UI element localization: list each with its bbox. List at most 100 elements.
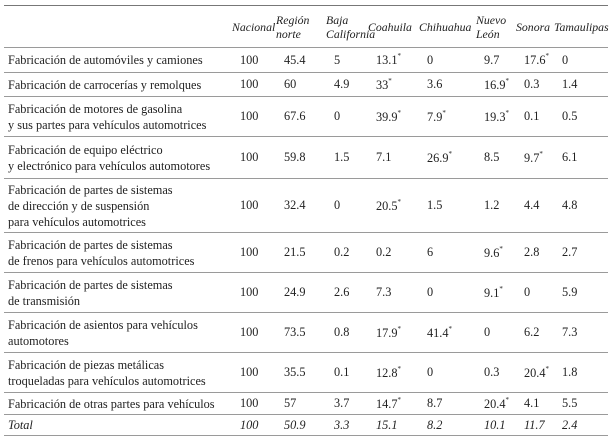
note-marker: *: [397, 364, 402, 373]
column-header-text: Baja: [326, 12, 349, 27]
value-text: 8.7: [427, 396, 443, 410]
note-marker: *: [545, 52, 550, 60]
table-row: Fabricación de piezas metálicas troquelad…: [4, 352, 608, 393]
note-marker: *: [397, 52, 402, 60]
table-row: Fabricación de automóviles y camiones 100…: [4, 47, 608, 73]
note-marker: *: [397, 197, 402, 206]
value-text: 2.6: [334, 285, 350, 299]
row-label: Fabricación de automóviles y camiones: [4, 47, 228, 73]
value-cell: 100: [228, 136, 272, 179]
value-text: 20.4: [484, 396, 506, 411]
value-text: 33: [376, 77, 389, 92]
row-label: Total: [4, 414, 228, 436]
column-header: Baja California: [322, 5, 375, 48]
note-marker-wrap: *: [546, 365, 550, 373]
value-cell: 1.4: [550, 72, 608, 97]
value-cell: 20.5*: [364, 178, 415, 233]
note-marker: *: [499, 284, 503, 293]
value-cell: 5.5: [550, 392, 608, 415]
value-cell: 11.7: [512, 414, 550, 436]
value-text: 20.4: [524, 365, 546, 380]
note-marker-wrap: *: [388, 77, 392, 85]
note-marker-wrap: *: [398, 396, 402, 404]
value-cell: 26.9*: [415, 136, 472, 179]
value-text: 7.3: [376, 285, 392, 299]
column-header: Coahuila: [364, 5, 415, 48]
note-marker: *: [397, 395, 402, 404]
row-label: Fabricación de motores de gasolina y sus …: [4, 96, 228, 137]
value-cell: 57: [272, 392, 322, 415]
value-cell: 60: [272, 72, 322, 97]
row-label: Fabricación de partes de sistemas de tran…: [4, 272, 228, 313]
value-text: 2.7: [562, 245, 578, 259]
value-cell: 100: [228, 352, 272, 393]
value-text: 9.7: [484, 52, 500, 67]
value-text: 1.5: [427, 198, 443, 212]
value-text: 21.5: [284, 245, 306, 259]
table-row: Fabricación de motores de gasolina y sus …: [4, 96, 608, 137]
value-cell: 100: [228, 272, 272, 313]
note-marker-wrap: *: [449, 325, 453, 333]
value-text: 0.8: [334, 325, 350, 339]
value-text: 50.9: [284, 417, 306, 432]
value-text: 0: [427, 285, 434, 299]
note-marker: *: [545, 364, 550, 373]
value-cell: 17.6*: [512, 47, 550, 73]
note-marker-wrap: *: [449, 150, 453, 158]
value-text: 0: [484, 325, 491, 339]
value-text: 7.3: [562, 325, 578, 339]
table-row: Fabricación de carrocerías y remolques 10…: [4, 72, 608, 97]
value-text: 0: [427, 52, 434, 67]
value-text: 100: [240, 325, 259, 339]
value-text: 0: [334, 109, 341, 123]
value-cell: 13.1*: [364, 47, 415, 73]
row-label-text: Fabricación de otras partes para vehícul…: [8, 396, 215, 411]
column-header: Tamaulipas: [550, 5, 609, 48]
value-cell: 39.9*: [364, 96, 415, 137]
value-text: 6.2: [524, 325, 540, 339]
value-text: 8.5: [484, 150, 500, 164]
value-text: 26.9: [427, 150, 449, 165]
note-marker-wrap: *: [398, 52, 402, 60]
column-header: Nacional: [228, 5, 276, 48]
value-text: 8.2: [427, 417, 443, 432]
value-cell: 0.1: [322, 352, 364, 393]
value-text: 0: [562, 52, 569, 67]
value-text: 32.4: [284, 198, 306, 212]
value-cell: 4.9: [322, 72, 364, 97]
row-label: Fabricación de asientos para vehículos au…: [4, 312, 228, 353]
table-row: Fabricación de equipo eléctrico y electró…: [4, 136, 608, 179]
note-marker: *: [505, 395, 510, 404]
row-label: Fabricación de otras partes para vehícul…: [4, 392, 228, 415]
value-cell: 7.3: [550, 312, 608, 353]
value-cell: 0: [512, 272, 550, 313]
row-label: Fabricación de partes de sistemas de dire…: [4, 178, 228, 233]
value-cell: 0.5: [550, 96, 608, 137]
note-marker: *: [499, 244, 503, 253]
value-text: 100: [240, 417, 259, 432]
value-text: 73.5: [284, 325, 306, 339]
note-marker-wrap: *: [506, 109, 510, 117]
row-label-text: Total: [8, 418, 33, 432]
value-text: 35.5: [284, 365, 306, 379]
table-row: Fabricación de asientos para vehículos au…: [4, 312, 608, 353]
value-cell: 0.3: [512, 72, 550, 97]
value-cell: 24.9: [272, 272, 322, 313]
value-text: 45.4: [284, 52, 306, 67]
value-cell: 16.9*: [472, 72, 512, 97]
note-marker-wrap: *: [398, 109, 402, 117]
value-text: 2.4: [562, 417, 578, 432]
value-text: 0.5: [562, 109, 578, 123]
value-cell: 6.1: [550, 136, 608, 179]
value-text: 7.9: [427, 109, 443, 124]
column-header-text: León: [476, 26, 500, 41]
value-cell: 0: [415, 272, 472, 313]
column-header-text: Coahuila: [368, 19, 412, 34]
value-text: 100: [240, 109, 259, 123]
value-cell: 100: [228, 178, 272, 233]
column-header-text: Nacional: [232, 19, 276, 34]
value-text: 15.1: [376, 417, 398, 432]
note-marker-wrap: *: [398, 325, 402, 333]
note-marker-wrap: *: [506, 396, 510, 404]
column-header-text: Sonora: [516, 19, 551, 34]
